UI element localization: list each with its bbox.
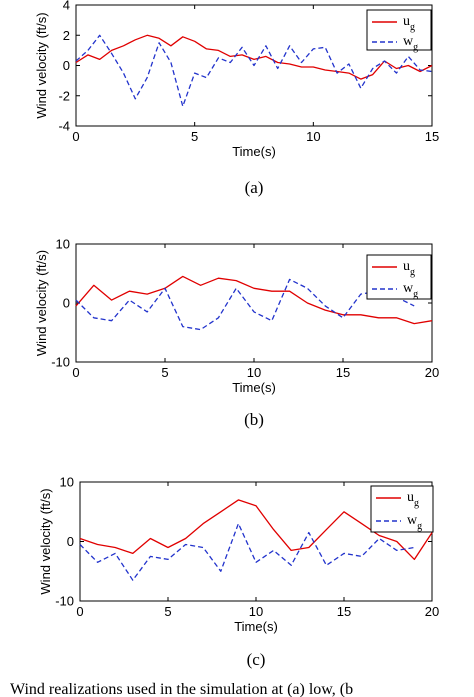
legend-box bbox=[366, 254, 432, 300]
y-axis-label: Wind velocity (ft/s) bbox=[38, 488, 53, 594]
x-tick-label: 15 bbox=[336, 365, 350, 380]
panel-label: (b) bbox=[244, 410, 264, 429]
x-axis-label: Time(s) bbox=[232, 144, 276, 159]
x-axis-label: Time(s) bbox=[234, 619, 278, 634]
panel-label: (a) bbox=[245, 178, 264, 197]
legend-box bbox=[370, 485, 434, 533]
y-tick-label: 10 bbox=[60, 475, 74, 490]
legend-label-subscript: g bbox=[413, 289, 418, 300]
y-tick-label: -10 bbox=[55, 594, 74, 609]
series-line-wg bbox=[75, 278, 415, 331]
y-tick-label: 10 bbox=[56, 237, 70, 252]
y-tick-label: -4 bbox=[58, 119, 70, 134]
legend-box bbox=[366, 9, 432, 51]
figure-caption: Wind realizations used in the simulation… bbox=[10, 681, 353, 697]
series-line-ug bbox=[75, 275, 433, 325]
x-tick-label: 10 bbox=[249, 604, 263, 619]
y-tick-label: 4 bbox=[63, 0, 70, 13]
x-tick-label: 20 bbox=[425, 365, 439, 380]
x-tick-label: 5 bbox=[164, 604, 171, 619]
x-tick-label: 5 bbox=[161, 365, 168, 380]
y-tick-label: 0 bbox=[67, 534, 74, 549]
x-tick-label: 15 bbox=[425, 129, 439, 144]
x-tick-label: 0 bbox=[72, 365, 79, 380]
y-axis-label: Wind velocity (ft/s) bbox=[34, 12, 49, 118]
y-tick-label: 0 bbox=[63, 296, 70, 311]
x-tick-label: 0 bbox=[72, 129, 79, 144]
legend-label-subscript: g bbox=[417, 521, 422, 532]
y-tick-label: 2 bbox=[63, 28, 70, 43]
y-tick-label: -2 bbox=[58, 88, 70, 103]
x-axis-label: Time(s) bbox=[232, 380, 276, 395]
panel-label: (c) bbox=[247, 650, 266, 669]
y-axis-label: Wind velocity (ft/s) bbox=[34, 250, 49, 356]
x-tick-label: 5 bbox=[191, 129, 198, 144]
x-tick-label: 20 bbox=[425, 604, 439, 619]
y-tick-label: -10 bbox=[51, 355, 70, 370]
x-tick-label: 10 bbox=[247, 365, 261, 380]
series-line-wg bbox=[75, 34, 433, 107]
legend-label-subscript: g bbox=[410, 267, 415, 278]
series-line-wg bbox=[79, 522, 415, 581]
x-tick-label: 10 bbox=[306, 129, 320, 144]
x-tick-label: 15 bbox=[337, 604, 351, 619]
x-tick-label: 0 bbox=[76, 604, 83, 619]
legend-label-subscript: g bbox=[414, 498, 419, 509]
legend-label-subscript: g bbox=[413, 42, 418, 53]
series-line-ug bbox=[75, 34, 433, 80]
legend-label-subscript: g bbox=[410, 22, 415, 33]
chart-panel-a: 0 5 10 15 -4 -2 0 2 4 Time(s) Wind velocity (ft/s)… bbox=[34, 0, 439, 197]
y-tick-label: 0 bbox=[63, 58, 70, 73]
